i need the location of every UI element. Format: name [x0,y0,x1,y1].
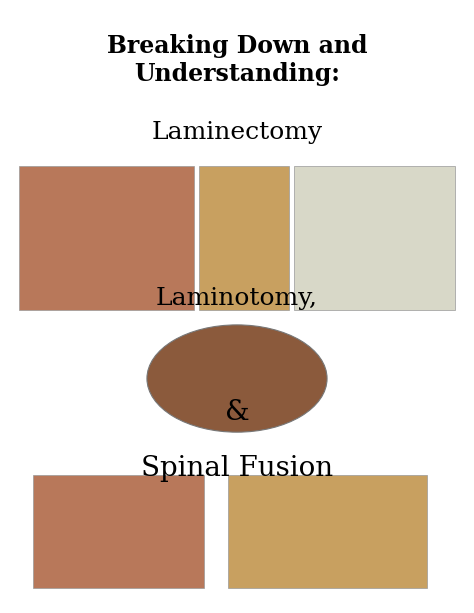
Bar [294,166,455,310]
Text: Spinal Fusion: Spinal Fusion [141,455,333,482]
Text: Breaking Down and
Understanding:: Breaking Down and Understanding: [107,34,367,86]
Bar [199,166,289,310]
Ellipse shape [147,325,327,432]
Text: &: & [225,399,249,426]
Bar [19,166,194,310]
Bar [228,475,427,588]
Bar [33,475,204,588]
Text: Laminectomy: Laminectomy [151,121,323,144]
Text: Laminotomy,: Laminotomy, [156,286,318,310]
